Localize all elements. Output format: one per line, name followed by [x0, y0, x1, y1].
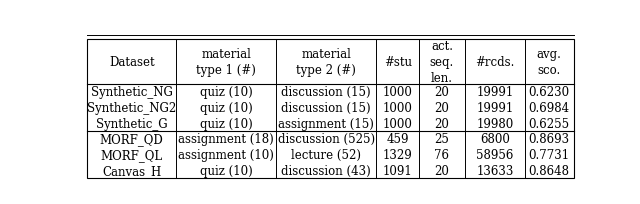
Text: 0.8648: 0.8648 [529, 164, 570, 177]
Text: 25: 25 [435, 133, 449, 146]
Text: 1329: 1329 [383, 149, 413, 161]
Text: 20: 20 [435, 164, 449, 177]
Text: 1000: 1000 [383, 101, 413, 114]
Text: avg.
sco.: avg. sco. [537, 48, 562, 77]
Text: assignment (10): assignment (10) [178, 149, 274, 161]
Text: quiz (10): quiz (10) [200, 86, 253, 99]
Text: quiz (10): quiz (10) [200, 101, 253, 114]
Text: 0.6230: 0.6230 [529, 86, 570, 99]
Text: lecture (52): lecture (52) [291, 149, 361, 161]
Text: 0.6984: 0.6984 [529, 101, 570, 114]
Text: Synthetic_G: Synthetic_G [96, 117, 168, 130]
Bar [88, 40, 573, 178]
Text: assignment (18): assignment (18) [179, 133, 274, 146]
Text: 0.6255: 0.6255 [529, 117, 570, 130]
Text: 20: 20 [435, 117, 449, 130]
Text: discussion (15): discussion (15) [282, 86, 371, 99]
Text: 1000: 1000 [383, 117, 413, 130]
Text: material
type 2 (#): material type 2 (#) [296, 48, 356, 77]
Text: act.
seq.
len.: act. seq. len. [430, 40, 454, 85]
Text: quiz (10): quiz (10) [200, 117, 253, 130]
Text: Canvas_H: Canvas_H [102, 164, 161, 177]
Text: Synthetic_NG: Synthetic_NG [91, 86, 173, 99]
Text: 459: 459 [387, 133, 409, 146]
Text: Synthetic_NG2: Synthetic_NG2 [87, 101, 177, 114]
Text: 19991: 19991 [476, 86, 513, 99]
Text: 19980: 19980 [476, 117, 513, 130]
Text: discussion (43): discussion (43) [282, 164, 371, 177]
Text: discussion (15): discussion (15) [282, 101, 371, 114]
Text: 0.7731: 0.7731 [529, 149, 570, 161]
Text: assignment (15): assignment (15) [278, 117, 374, 130]
Text: 76: 76 [435, 149, 449, 161]
Text: discussion (525): discussion (525) [278, 133, 375, 146]
Text: 0.8693: 0.8693 [529, 133, 570, 146]
Text: 19991: 19991 [476, 101, 513, 114]
Text: quiz (10): quiz (10) [200, 164, 253, 177]
Text: MORF_QD: MORF_QD [100, 133, 164, 146]
Text: 20: 20 [435, 101, 449, 114]
Text: 6800: 6800 [480, 133, 510, 146]
Text: #rcds.: #rcds. [476, 56, 515, 69]
Text: 1000: 1000 [383, 86, 413, 99]
Text: 58956: 58956 [476, 149, 513, 161]
Text: MORF_QL: MORF_QL [100, 149, 163, 161]
Text: #stu: #stu [383, 56, 412, 69]
Text: 20: 20 [435, 86, 449, 99]
Text: Dataset: Dataset [109, 56, 155, 69]
Text: 1091: 1091 [383, 164, 413, 177]
Text: 13633: 13633 [476, 164, 513, 177]
Text: material
type 1 (#): material type 1 (#) [196, 48, 256, 77]
